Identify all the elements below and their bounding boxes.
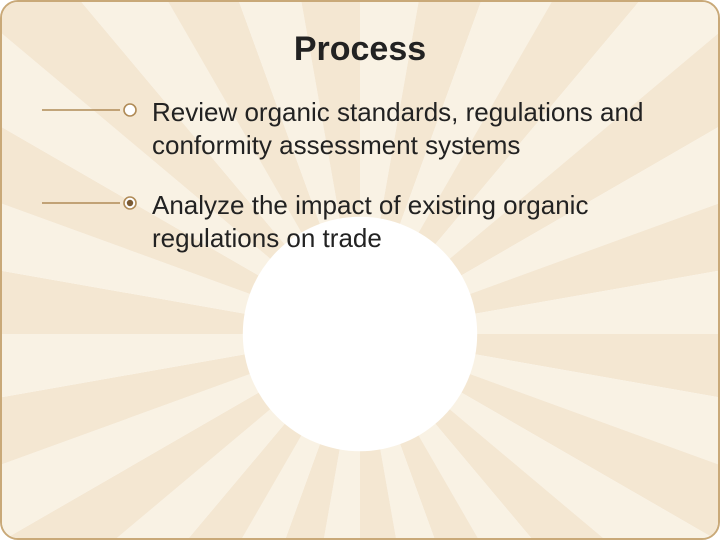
slide-content: Process Review organic standards, regula… xyxy=(2,2,718,538)
bullet-text: Analyze the impact of existing organic r… xyxy=(152,189,658,254)
bullet-marker-icon xyxy=(42,96,152,124)
bullet-list: Review organic standards, regulations an… xyxy=(42,96,658,282)
list-item: Analyze the impact of existing organic r… xyxy=(42,189,658,254)
slide-frame: Process Review organic standards, regula… xyxy=(0,0,720,540)
bullet-text: Review organic standards, regulations an… xyxy=(152,96,658,161)
slide-title: Process xyxy=(2,30,718,69)
bullet-marker-icon xyxy=(42,189,152,217)
list-item: Review organic standards, regulations an… xyxy=(42,96,658,161)
